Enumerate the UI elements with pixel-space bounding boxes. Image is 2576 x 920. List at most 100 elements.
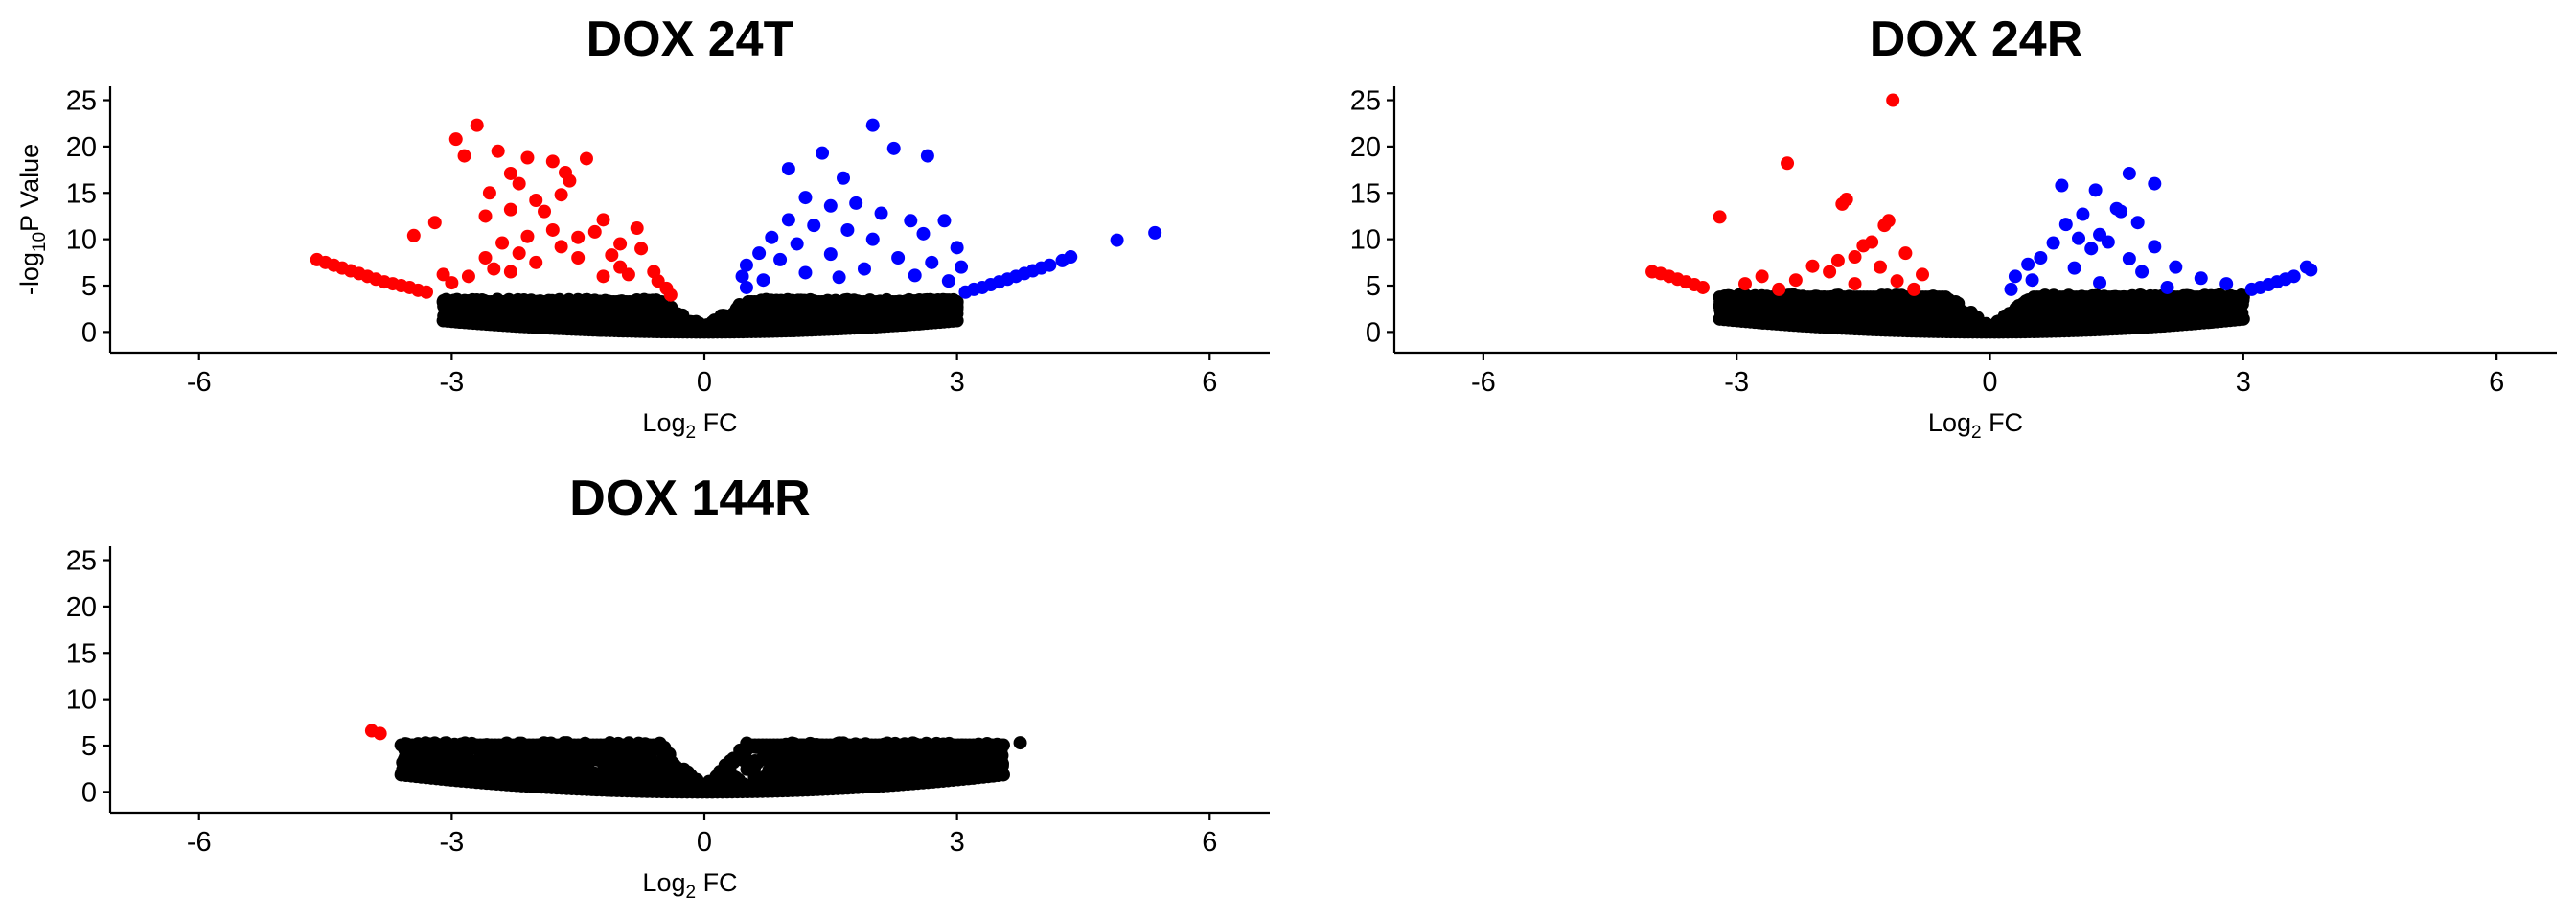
down-point [491, 144, 505, 158]
ns-point [818, 759, 833, 773]
ns-point [2204, 302, 2219, 316]
down-point [1781, 156, 1795, 171]
up-point [756, 273, 770, 288]
ns-point [1789, 308, 1804, 322]
down-point [1877, 218, 1892, 233]
up-point [941, 274, 955, 288]
down-point [563, 173, 577, 188]
up-point [2122, 251, 2136, 265]
ns-point [534, 306, 548, 320]
up-point [2135, 264, 2150, 279]
ns-point [637, 761, 652, 775]
ns-point [564, 769, 578, 783]
down-point [461, 269, 475, 284]
up-point [798, 191, 813, 205]
ns-point [808, 768, 822, 782]
up-point [2122, 166, 2136, 180]
up-point [2008, 269, 2022, 284]
up-point [2072, 231, 2086, 245]
down-point [406, 228, 421, 242]
y-tick-label: 0 [81, 777, 97, 808]
up-point [735, 269, 749, 284]
panel-title: DOX 24T [586, 12, 794, 67]
x-tick-label: 6 [1202, 827, 1217, 858]
down-point [1848, 250, 1862, 264]
ns-point [2176, 303, 2191, 317]
up-point [857, 262, 871, 276]
ns-point [2086, 306, 2101, 320]
down-point [482, 186, 496, 200]
ns-point [1852, 302, 1867, 316]
up-point [790, 237, 804, 251]
ns-points [1713, 288, 2250, 339]
up-point [2084, 242, 2099, 256]
up-point [891, 250, 906, 264]
up-points [735, 118, 1162, 299]
ns-point [1815, 303, 1829, 317]
ns-point [964, 756, 978, 770]
up-point [2004, 282, 2018, 296]
down-point [503, 202, 518, 217]
down-point [520, 229, 535, 243]
y-axis-title: -log10P Value [15, 144, 50, 295]
down-point [587, 224, 602, 239]
x-axis-title: Log2 FC [1928, 408, 2023, 443]
ns-point [666, 766, 680, 780]
ns-point [2039, 310, 2054, 324]
ns-point [837, 763, 851, 777]
down-point [1755, 269, 1769, 284]
down-point [545, 154, 560, 169]
ns-point [781, 312, 795, 327]
y-tick-label: 15 [66, 638, 97, 669]
down-point [571, 250, 586, 264]
y-tick-label: 15 [66, 178, 97, 209]
x-tick-label: -6 [187, 827, 212, 858]
ns-point [802, 756, 816, 770]
down-point [478, 250, 493, 264]
down-point [579, 151, 593, 166]
up-point [937, 214, 952, 228]
down-point [445, 276, 459, 290]
ns-point [556, 752, 570, 767]
up-point [1055, 253, 1070, 267]
down-point [448, 132, 463, 147]
down-point [1907, 282, 1921, 296]
y-tick-label: 5 [81, 271, 97, 302]
up-point [2101, 235, 2115, 249]
up-point [2244, 282, 2259, 296]
up-point [2194, 271, 2208, 286]
up-point [823, 198, 838, 213]
down-point [1916, 267, 1930, 282]
ns-point [2236, 290, 2250, 305]
y-tick-label: 0 [81, 317, 97, 348]
up-point [837, 171, 850, 185]
up-point [886, 141, 901, 155]
ns-point [1997, 309, 2012, 323]
up-point [2093, 276, 2107, 290]
down-point [1890, 274, 1904, 288]
up-point [1110, 233, 1124, 247]
ns-point [933, 753, 948, 768]
y-tick-label: 10 [1350, 225, 1381, 256]
up-point [2220, 277, 2234, 291]
ns-point [548, 769, 563, 783]
ns-point [764, 310, 778, 325]
up-point [832, 270, 846, 285]
x-tick-label: 3 [2236, 367, 2251, 398]
ns-point [1948, 295, 1963, 310]
up-point [765, 230, 779, 244]
y-tick-label: 0 [1366, 317, 1381, 348]
panel-title: DOX 144R [569, 471, 810, 526]
x-tick-label: -3 [439, 827, 464, 858]
down-point [621, 267, 635, 282]
ns-point [486, 749, 500, 764]
down-points [310, 118, 678, 302]
up-point [739, 280, 753, 294]
ns-point [950, 313, 964, 328]
ns-point [1910, 307, 1924, 321]
up-point [925, 255, 939, 269]
